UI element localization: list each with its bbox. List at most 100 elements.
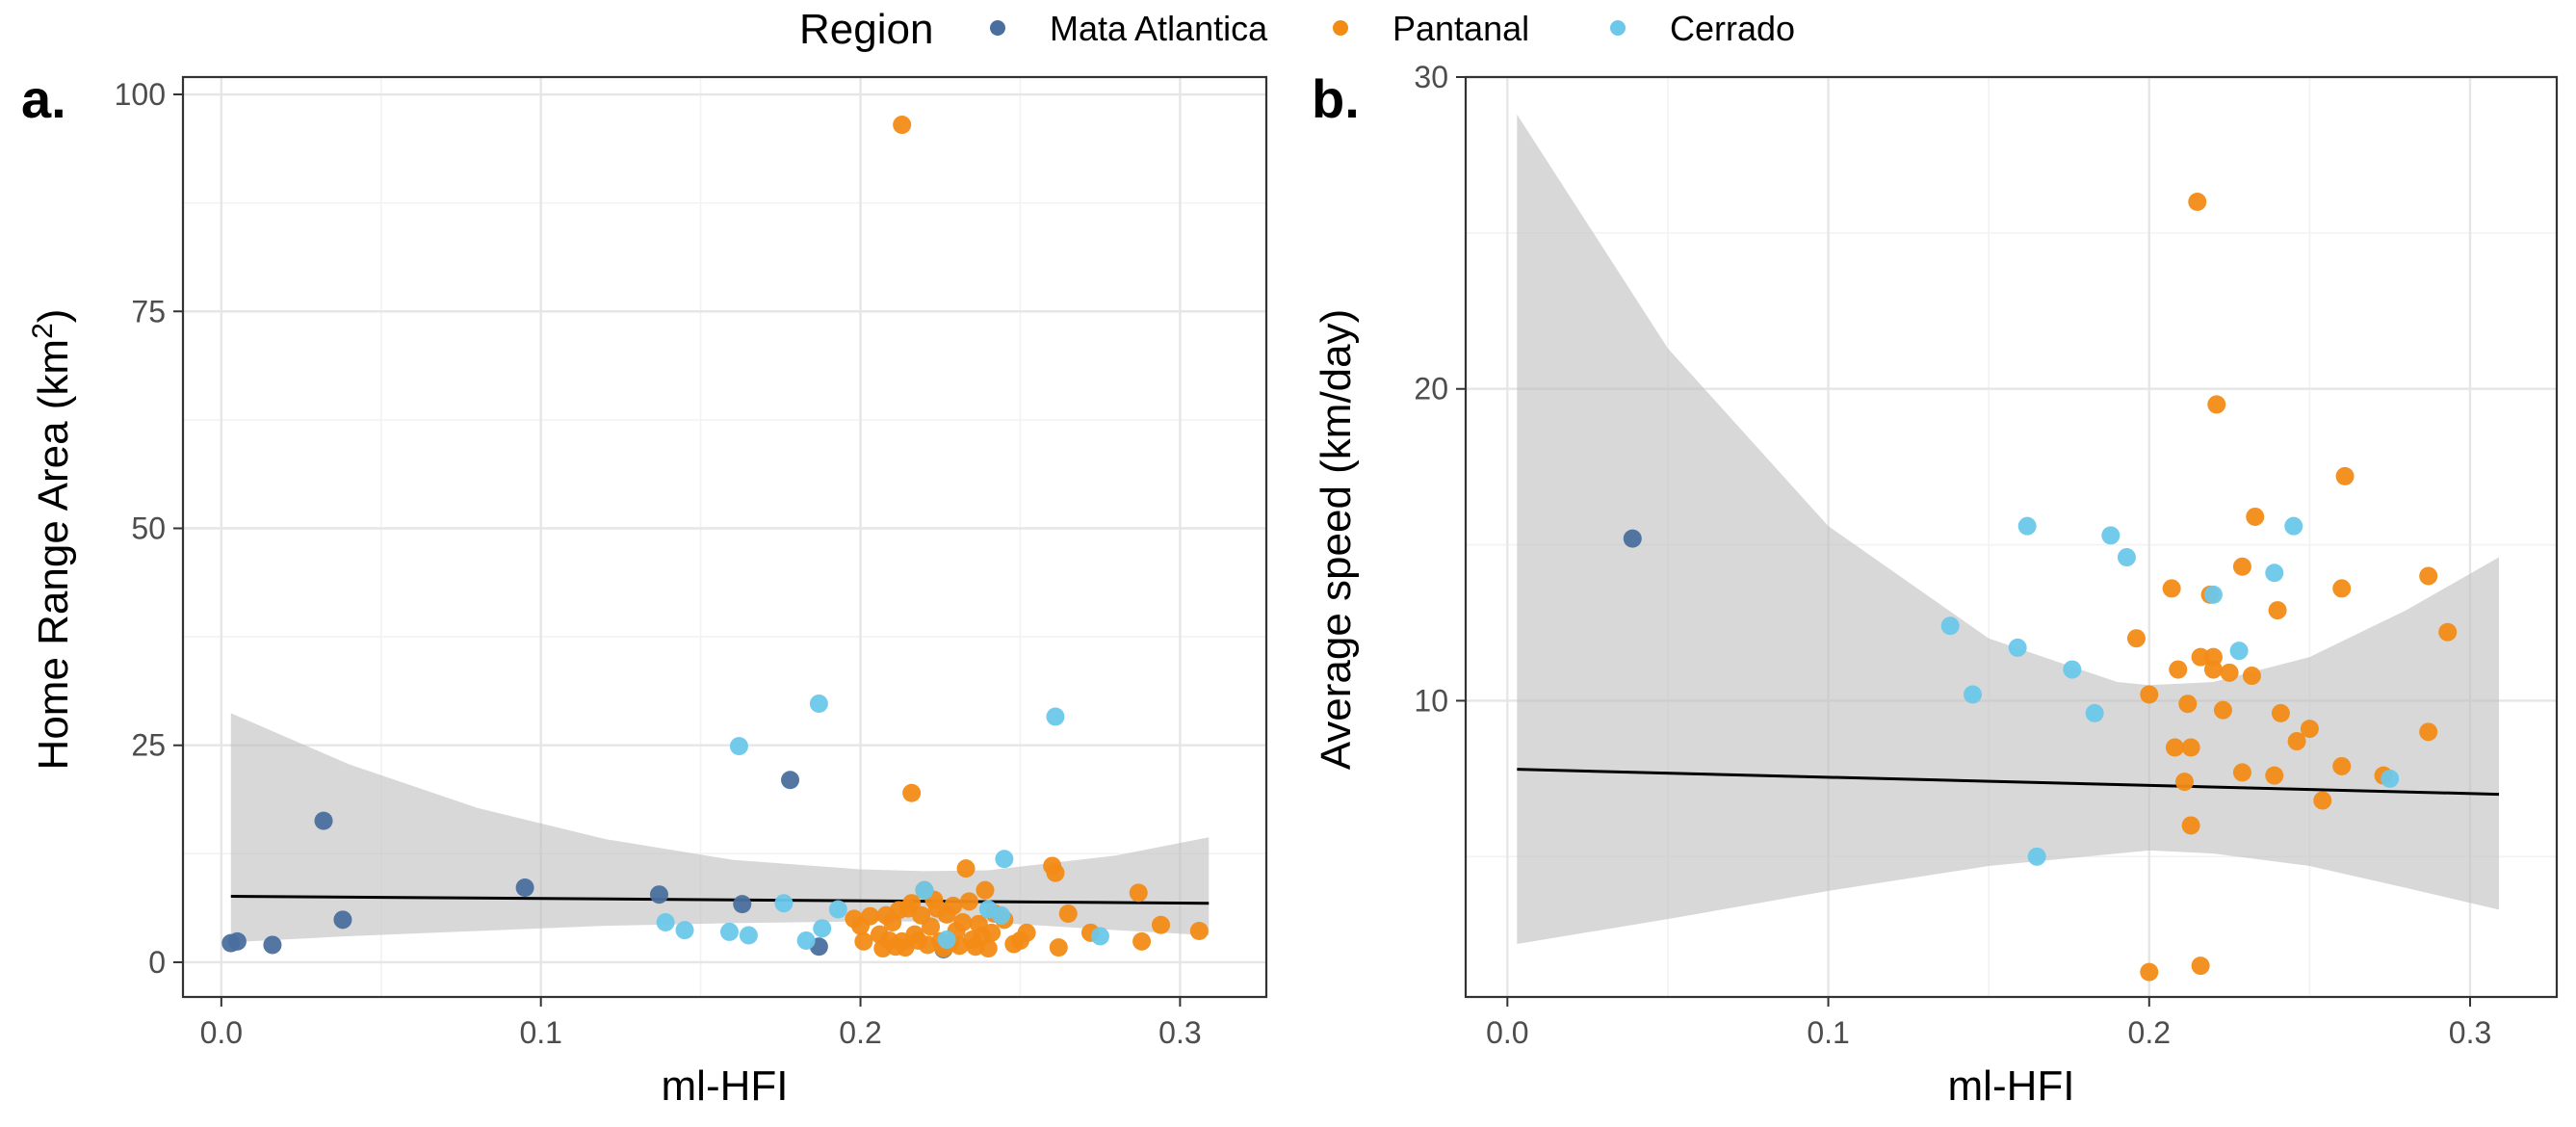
panel-a-point-pantanal xyxy=(1046,863,1065,882)
panel-b-point-pantanal xyxy=(2232,763,2251,782)
panel-b-point-pantanal xyxy=(2335,466,2355,485)
panel-b-y-tick-label: 30 xyxy=(1414,60,1448,94)
panel-b-fit-line xyxy=(1517,768,2500,797)
panel-b-ci-band xyxy=(1517,114,2500,944)
legend-label-mata-atlantica: Mata Atlantica xyxy=(1050,9,1268,48)
panel-a-point-mata-atlantica xyxy=(314,811,333,830)
panel-a-point-cerrado xyxy=(995,850,1014,869)
panel-a-point-cerrado xyxy=(774,894,794,913)
panel-b-fit-line-group xyxy=(1517,768,2500,797)
panel-b-point-pantanal xyxy=(2438,622,2458,642)
panel-a-point-pantanal xyxy=(1017,923,1036,942)
panel-b-point-cerrado xyxy=(2203,585,2223,604)
panel-a-y-axis-title: Home Range Area (km2) xyxy=(27,309,77,771)
panel-a-point-cerrado xyxy=(915,880,934,900)
panel-b-confidence-band xyxy=(1517,114,2500,944)
panel-a-point-cerrado xyxy=(656,913,675,932)
panel-a-point-pantanal xyxy=(976,880,995,900)
panel-a-y-tick-label: 0 xyxy=(148,945,166,980)
panel-a-point-mata-atlantica xyxy=(333,910,352,930)
panel-b-y-axis: 10 20 30 xyxy=(1414,60,1466,718)
panel-a-point-pantanal xyxy=(1058,904,1078,924)
panel-a-y-tick-label: 75 xyxy=(131,294,166,328)
panel-a-ci-band xyxy=(230,713,1210,943)
legend-label-cerrado: Cerrado xyxy=(1670,9,1795,48)
panel-b-x-tick-label: 0.2 xyxy=(2128,1015,2171,1050)
panel-a-point-mata-atlantica xyxy=(649,885,668,904)
panel-a-point-cerrado xyxy=(719,922,739,941)
panel-b-point-pantanal xyxy=(2232,557,2251,576)
panel-b-point-cerrado xyxy=(2265,564,2284,583)
panel-a-x-tick-label: 0.3 xyxy=(1158,1015,1201,1050)
panel-b-point-pantanal xyxy=(2140,685,2159,704)
panel-a-point-pantanal xyxy=(1189,922,1209,941)
panel-b-point-pantanal xyxy=(2191,957,2210,976)
panel-b-point-pantanal xyxy=(2188,192,2207,211)
legend-swatch-cerrado xyxy=(1610,20,1626,36)
panel-b-frame xyxy=(1464,75,2559,999)
panel-b-label: b. xyxy=(1312,68,1360,129)
panel-b-point-pantanal xyxy=(2162,579,2181,598)
panel-a-point-mata-atlantica xyxy=(227,931,247,951)
panel-b-point-cerrado xyxy=(2017,516,2037,536)
panel-a-y-axis: 0 25 50 75 100 xyxy=(115,77,183,980)
panel-b-point-pantanal xyxy=(2313,791,2332,810)
panel-b-point-pantanal xyxy=(2207,395,2226,414)
legend-swatch-pantanal xyxy=(1333,20,1348,36)
panel-a-y-tick-label: 100 xyxy=(115,77,166,112)
panel-a-confidence-band xyxy=(230,713,1210,943)
panel-a-point-pantanal xyxy=(956,859,976,878)
panel-a-point-cerrado xyxy=(739,926,758,945)
panel-a-point-mata-atlantica xyxy=(515,878,534,897)
panel-a-point-cerrado xyxy=(828,900,847,919)
panel-b-x-tick-label: 0.0 xyxy=(1486,1015,1528,1050)
panel-a-point-pantanal xyxy=(902,783,922,802)
panel-b-point-pantanal xyxy=(2126,629,2146,648)
panel-b-point-pantanal xyxy=(2220,663,2239,682)
panel-b-y-tick-label: 10 xyxy=(1414,683,1448,718)
panel-b-point-pantanal xyxy=(2181,816,2200,835)
panel-b-point-pantanal xyxy=(2203,660,2223,679)
panel-a-point-pantanal xyxy=(1151,915,1170,934)
panel-b-point-pantanal xyxy=(2178,695,2198,714)
panel-a-point-cerrado xyxy=(813,919,832,938)
panel-b-point-cerrado xyxy=(2117,548,2136,567)
panel-b-point-cerrado xyxy=(1964,685,1983,704)
panel-a-x-tick-label: 0.1 xyxy=(519,1015,561,1050)
panel-a-point-cerrado xyxy=(1046,707,1065,726)
panel-a-x-axis: 0.0 0.1 0.2 0.3 xyxy=(200,997,1202,1050)
panel-a-point-pantanal xyxy=(953,913,973,932)
panel-a-grid xyxy=(183,77,1266,997)
panel-a-y-tick-label: 25 xyxy=(131,728,166,763)
panel-b-point-pantanal xyxy=(2191,647,2210,667)
panel-b-point-cerrado xyxy=(2063,660,2082,679)
panel-a-point-cerrado xyxy=(937,930,956,950)
panel-b-point-pantanal xyxy=(2419,722,2438,742)
panel-a-point-pantanal xyxy=(860,906,879,926)
panel-b-point-mata-atlantica xyxy=(1623,529,1642,548)
panel-a-point-mata-atlantica xyxy=(733,895,752,914)
panel-b-x-tick-label: 0.3 xyxy=(2449,1015,2491,1050)
panel-b-point-cerrado xyxy=(2381,769,2400,788)
panel-a-point-cerrado xyxy=(992,905,1011,925)
panel-b-y-axis-title: Average speed (km/day) xyxy=(1313,309,1360,771)
panel-b-x-axis-title: ml-HFI xyxy=(1948,1062,2075,1110)
panel-b-point-cerrado xyxy=(2027,847,2046,866)
panel-a-label: a. xyxy=(21,68,66,129)
panel-b-point-pantanal xyxy=(2268,601,2287,620)
panel-b-point-cerrado xyxy=(1940,616,1960,636)
panel-b-point-cerrado xyxy=(2085,703,2104,722)
panel-a-point-cerrado xyxy=(796,930,816,950)
panel-b-point-pantanal xyxy=(2181,738,2200,757)
panel-a-y-tick-label: 50 xyxy=(131,511,166,545)
panel-a-points xyxy=(221,116,1209,958)
panel-a-point-pantanal xyxy=(1132,931,1152,951)
panel-b-point-pantanal xyxy=(2300,720,2319,739)
panel-b-average-speed: b. 0.0 0.1 0.2 0.3 10 20 30 ml-HFI Average sp… xyxy=(1312,60,2559,1110)
panel-a-point-cerrado xyxy=(1090,927,1109,946)
panel-b-point-pantanal xyxy=(2169,660,2188,679)
panel-a-fit-line xyxy=(230,894,1210,905)
panel-a-point-pantanal xyxy=(959,892,978,911)
panel-b-point-pantanal xyxy=(2265,766,2284,785)
panel-b-points xyxy=(1623,192,2458,982)
